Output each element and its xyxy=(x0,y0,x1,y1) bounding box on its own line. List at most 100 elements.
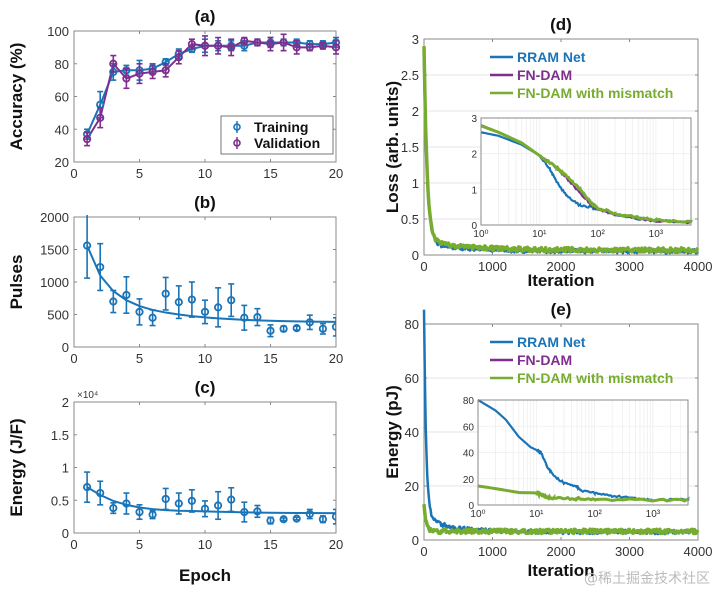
legend-label: RRAM Net xyxy=(517,49,586,65)
data-point xyxy=(292,324,301,333)
y-tick-label: 0.5 xyxy=(51,493,69,508)
data-point xyxy=(200,307,210,316)
inset-plot-area xyxy=(480,117,692,226)
data-point xyxy=(109,59,118,68)
x-tick-label: 5 xyxy=(136,537,143,552)
y-tick-label: 20 xyxy=(405,479,419,494)
data-point xyxy=(83,134,92,144)
x-tick-label: 15 xyxy=(263,537,277,552)
x-tick-label: 3000 xyxy=(615,544,644,559)
series-validation xyxy=(83,33,341,147)
axes-box xyxy=(73,30,337,163)
data-point xyxy=(200,504,210,513)
x-tick-label: 10 xyxy=(198,351,212,366)
y-tick-label: 0.5 xyxy=(401,212,419,227)
data-point xyxy=(96,262,105,272)
data-point xyxy=(227,495,236,504)
legend-marker-icon xyxy=(233,139,241,147)
inset-y-tick-label: 40 xyxy=(463,449,475,460)
data-point xyxy=(279,324,288,333)
data-point xyxy=(161,289,170,298)
x-tick-label: 4000 xyxy=(684,544,713,559)
x-tick-label: 10 xyxy=(198,537,212,552)
y-tick-label: 1.5 xyxy=(51,428,69,443)
inset-axes-box xyxy=(477,399,689,506)
data-point xyxy=(240,507,249,517)
inset-y-tick-label: 0 xyxy=(468,501,474,512)
x-axis-label: Epoch xyxy=(179,566,231,585)
data-point xyxy=(83,241,92,250)
data-point xyxy=(135,307,144,316)
y-tick-label: 0 xyxy=(62,340,69,355)
data-point xyxy=(214,41,223,50)
data-point xyxy=(227,296,236,305)
y-tick-label: 80 xyxy=(55,57,69,72)
x-tick-label: 5 xyxy=(136,166,143,181)
inset-x-tick-label: 10¹ xyxy=(529,509,544,520)
data-point xyxy=(318,324,327,333)
data-point xyxy=(174,298,183,307)
x-tick-label: 20 xyxy=(329,537,343,552)
x-tick-label: 2000 xyxy=(547,259,576,274)
data-point xyxy=(318,515,327,524)
y-tick-label: 3 xyxy=(412,32,419,47)
data-series xyxy=(83,471,336,525)
data-point xyxy=(148,67,157,77)
y-tick-label: 80 xyxy=(405,317,419,332)
data-point xyxy=(253,507,262,516)
data-point xyxy=(240,36,249,45)
data-point xyxy=(161,66,170,75)
x-axis-label: Iteration xyxy=(527,561,594,580)
chart-title: (e) xyxy=(551,300,572,319)
x-tick-label: 3000 xyxy=(615,259,644,274)
inset-y-tick-label: 0 xyxy=(471,221,477,232)
axes-box xyxy=(73,216,337,348)
data-point xyxy=(109,504,118,513)
axes-box xyxy=(423,323,699,541)
legend: RRAM Net FN-DAM FN-DAM with mismatch xyxy=(490,49,673,101)
data-point xyxy=(292,43,301,52)
y-tick-label: 0 xyxy=(412,248,419,263)
x-tick-label: 0 xyxy=(70,537,77,552)
chart-title: (b) xyxy=(194,193,216,212)
data-point xyxy=(279,38,288,47)
x-tick-label: 1000 xyxy=(478,544,507,559)
data-point xyxy=(214,501,223,510)
x-tick-label: 0 xyxy=(70,351,77,366)
inset-y-tick-label: 20 xyxy=(463,475,475,486)
inset-y-tick-label: 1 xyxy=(471,185,477,196)
axes-box xyxy=(423,38,699,256)
data-point xyxy=(227,43,236,52)
data-point xyxy=(174,53,183,62)
data-point xyxy=(96,488,105,498)
series-line-fn-dam-with-mismatch xyxy=(422,504,700,536)
inset-series-line xyxy=(477,399,690,502)
y-tick-label: 2 xyxy=(412,104,419,119)
data-point xyxy=(305,43,314,52)
data-point xyxy=(266,326,275,335)
y-axis-label: Accuracy (%) xyxy=(7,43,26,151)
legend-label: RRAM Net xyxy=(517,334,586,350)
data-point xyxy=(305,318,314,327)
y-tick-label: 1 xyxy=(62,461,69,476)
inset-x-tick-label: 10³ xyxy=(646,509,661,520)
inset-axes-box xyxy=(480,117,692,226)
x-tick-label: 2000 xyxy=(547,544,576,559)
data-point xyxy=(122,290,131,300)
inset-x-tick-label: 10³ xyxy=(649,229,664,240)
inset-x-tick-label: 10⁰ xyxy=(473,229,488,240)
y-tick-label: 2 xyxy=(62,395,69,410)
y-axis-label: Energy (J/F) xyxy=(7,418,26,516)
data-point xyxy=(331,322,336,331)
data-point xyxy=(187,496,196,506)
y-tick-label: 0 xyxy=(62,526,69,541)
y-axis-label: Loss (arb. units) xyxy=(383,81,402,213)
data-point xyxy=(174,499,183,508)
x-tick-label: 15 xyxy=(263,166,277,181)
inset-x-tick-label: 10² xyxy=(587,509,602,520)
data-point xyxy=(240,313,249,322)
inset-chart: 0 1 2 3 10⁰ 10¹ 10² 10³ xyxy=(471,114,693,240)
x-tick-label: 10 xyxy=(198,166,212,181)
legend-label: FN-DAM xyxy=(517,352,572,368)
